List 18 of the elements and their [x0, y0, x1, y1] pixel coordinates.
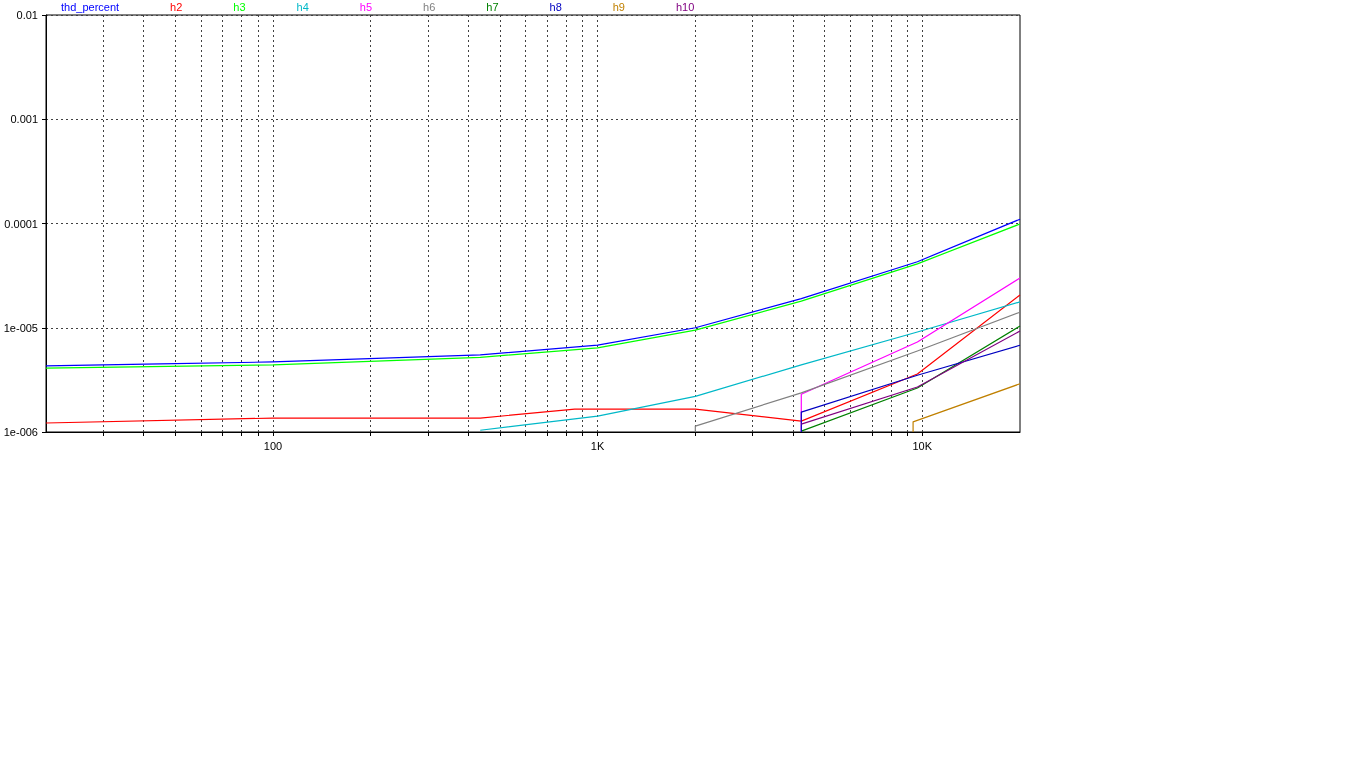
text: h5	[359, 0, 373, 13]
x-tick-label: 10K	[912, 439, 933, 452]
text: h8	[549, 0, 562, 13]
text: h4	[296, 0, 309, 13]
y-tick-label: 0.0001	[4, 217, 38, 230]
y-tick-label: 0.001	[10, 113, 38, 126]
text: h10	[675, 0, 695, 13]
x-tick-label: 1K	[590, 439, 605, 452]
text: h7	[486, 0, 499, 13]
x-tick-label: 100	[263, 439, 283, 452]
y-tick-label: 1e-005	[3, 321, 38, 334]
y-tick-label: 1e-006	[3, 426, 38, 438]
text: h3	[233, 0, 246, 13]
text: h6	[423, 0, 436, 13]
text: h9	[612, 0, 625, 13]
text: thd_percent	[61, 0, 120, 13]
text: h2	[170, 0, 183, 13]
y-tick-label: 0.01	[16, 9, 38, 21]
